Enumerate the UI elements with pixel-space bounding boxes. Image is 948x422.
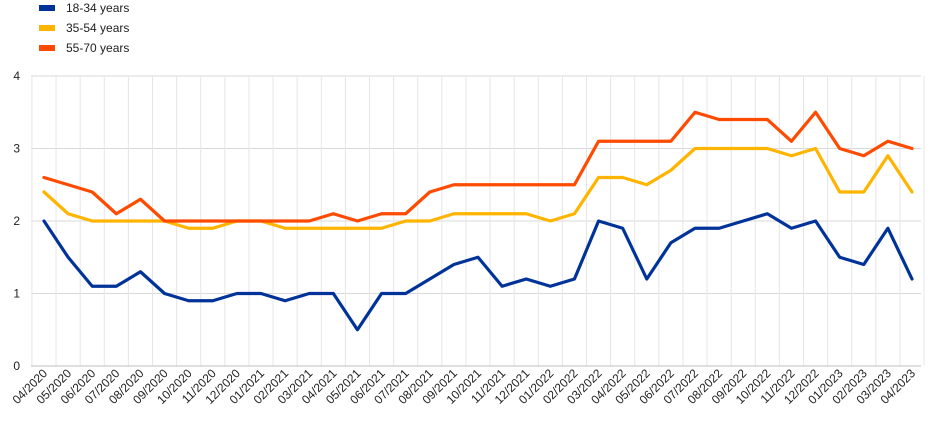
- legend-label: 35-54 years: [66, 21, 129, 35]
- legend-item: 18-34 years: [39, 1, 129, 15]
- y-tick-label: 1: [13, 287, 20, 301]
- legend-swatch: [39, 5, 55, 11]
- legend-item: 35-54 years: [39, 21, 129, 35]
- series-layer: [42, 110, 914, 332]
- legend: 18-34 years 35-54 years 55-70 years: [39, 1, 129, 55]
- legend-item: 55-70 years: [39, 41, 129, 55]
- legend-swatch: [39, 25, 55, 31]
- y-tick-label: 2: [13, 214, 20, 228]
- series-line-2: [42, 146, 914, 230]
- legend-label: 55-70 years: [66, 41, 129, 55]
- legend-swatch: [39, 45, 55, 51]
- y-tick-label: 3: [13, 142, 20, 156]
- series-line-3: [42, 110, 914, 223]
- series-line-1: [42, 212, 914, 332]
- legend-label: 18-34 years: [66, 1, 129, 15]
- y-tick-label: 4: [13, 69, 20, 83]
- tick-labels: 0123404/202005/202006/202007/202008/2020…: [10, 69, 919, 407]
- y-tick-label: 0: [13, 359, 20, 373]
